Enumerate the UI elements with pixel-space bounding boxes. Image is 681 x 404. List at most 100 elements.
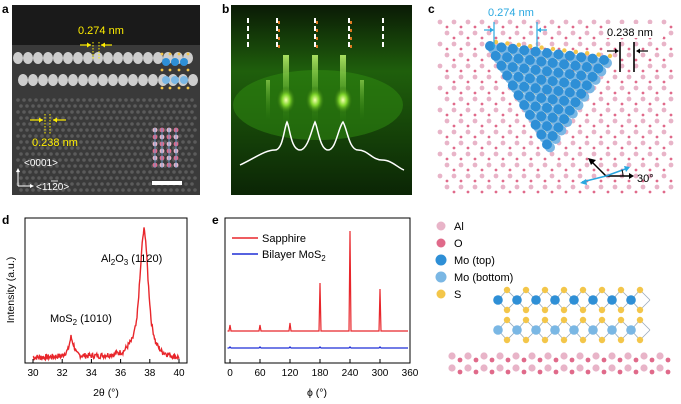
substrate-atom <box>40 110 44 114</box>
substrate-atom <box>82 122 86 126</box>
o-atom <box>487 25 491 29</box>
al-atom <box>514 162 520 168</box>
substrate-atom <box>181 152 185 156</box>
substrate-atom <box>181 176 185 180</box>
mo-top-atom <box>530 64 541 75</box>
o-atom <box>494 102 498 106</box>
o-atom <box>473 47 477 51</box>
al-atom <box>542 184 548 190</box>
substrate-atom <box>76 110 80 114</box>
substrate-atom <box>73 140 77 144</box>
o-atom <box>655 47 659 51</box>
o-atom <box>648 124 652 128</box>
o-atom <box>669 91 673 95</box>
substrate-atom <box>31 188 35 192</box>
side-o-atom <box>489 369 495 375</box>
al-atom <box>472 30 478 36</box>
substrate-atom <box>130 182 134 186</box>
substrate-atom <box>25 140 29 144</box>
side-al-atom <box>576 352 584 360</box>
substrate-atom <box>154 170 158 174</box>
al-atom <box>654 96 660 102</box>
al-atom <box>465 173 471 179</box>
al-atom <box>612 184 618 190</box>
mo-top-atom <box>576 70 587 81</box>
legend-swatch-o <box>436 238 446 248</box>
o-atom <box>564 168 568 172</box>
mo-top-atom <box>519 63 530 74</box>
substrate-atom <box>28 158 32 162</box>
al-atom <box>598 162 604 168</box>
substrate-atom <box>28 98 32 102</box>
substrate-atom <box>79 116 83 120</box>
o-atom <box>585 47 589 51</box>
stem-atom <box>103 52 113 64</box>
substrate-atom <box>109 176 113 180</box>
al-atom <box>584 184 590 190</box>
substrate-atom <box>145 188 149 192</box>
side-al-atom <box>528 352 536 360</box>
substrate-atom <box>139 176 143 180</box>
al-atom <box>556 30 562 36</box>
atom-legend: Al O Mo (top) Mo (bottom) S <box>435 221 513 301</box>
al-atom <box>605 129 611 135</box>
substrate-atom <box>187 104 191 108</box>
substrate-atom <box>88 122 92 126</box>
side-al-atom <box>528 364 536 372</box>
substrate-atom <box>148 170 152 174</box>
o-atom <box>459 179 463 183</box>
substrate-atom <box>139 116 143 120</box>
substrate-atom <box>70 122 74 126</box>
mo-top-atom <box>547 112 558 123</box>
substrate-atom <box>88 170 92 174</box>
substrate-atom <box>151 176 155 180</box>
substrate-atom <box>82 158 86 162</box>
o-atom <box>452 124 456 128</box>
substrate-atom <box>22 146 26 150</box>
substrate-atom <box>181 116 185 120</box>
substrate-atom <box>31 164 35 168</box>
o-atom <box>445 91 449 95</box>
substrate-atom <box>46 110 50 114</box>
substrate-atom <box>58 182 62 186</box>
peak-label-mos2: MoS2 (1010) <box>50 313 112 327</box>
o-atom <box>452 36 456 40</box>
al-atom <box>535 41 541 47</box>
al-atom <box>458 30 464 36</box>
o-atom <box>578 124 582 128</box>
substrate-atom <box>25 188 29 192</box>
substrate-atom <box>25 128 29 132</box>
al-atom <box>612 52 618 58</box>
al-atom <box>514 184 520 190</box>
side-o-atom <box>649 369 655 375</box>
o-atom <box>648 102 652 106</box>
o-atom <box>466 36 470 40</box>
al-atom <box>521 151 527 157</box>
al-atom <box>458 162 464 168</box>
substrate-atom <box>175 188 179 192</box>
side-o-atom <box>601 369 607 375</box>
al-atom <box>661 19 667 25</box>
mo-top-atom <box>536 56 547 67</box>
al-atom <box>444 52 450 58</box>
substrate-atom <box>37 164 41 168</box>
al-atom <box>668 30 674 36</box>
substrate-atom <box>16 98 20 102</box>
o-atom <box>508 124 512 128</box>
lattice-top-view <box>437 19 674 194</box>
substrate-atom <box>145 140 149 144</box>
al-atom <box>668 184 674 190</box>
substrate-atom <box>25 164 29 168</box>
al-atom <box>661 107 667 113</box>
mo-top-atom <box>576 52 587 63</box>
side-al-atom <box>656 352 664 360</box>
o-atom <box>487 69 491 73</box>
stem-atom <box>153 52 163 64</box>
substrate-atom <box>175 116 179 120</box>
o-atom <box>515 135 519 139</box>
mo-top-atom <box>524 109 535 120</box>
axis-label-0001: <0001> <box>24 158 58 169</box>
substrate-atom <box>190 182 194 186</box>
al-atom <box>444 184 450 190</box>
al-atom <box>486 162 492 168</box>
